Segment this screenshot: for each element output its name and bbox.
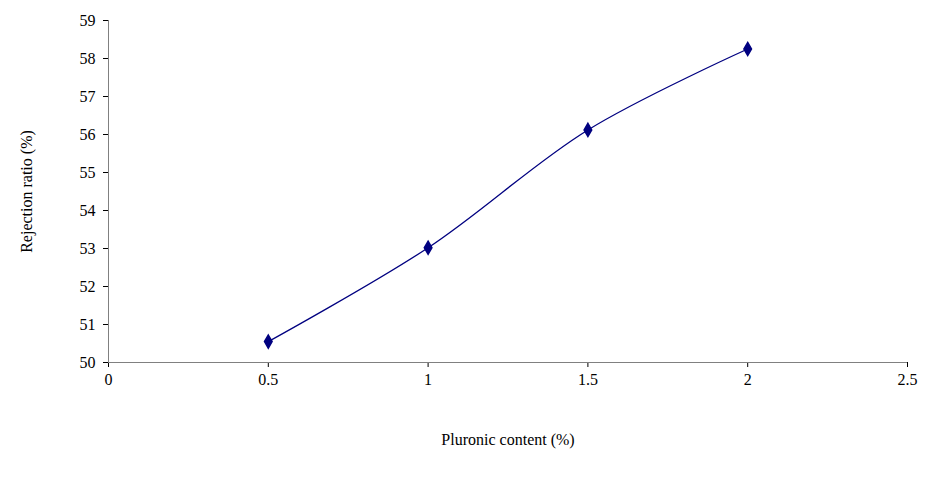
svg-text:53: 53: [80, 240, 96, 257]
svg-text:2.5: 2.5: [898, 371, 918, 388]
svg-text:Rejection ratio (%): Rejection ratio (%): [18, 130, 36, 253]
svg-text:55: 55: [80, 164, 96, 181]
svg-text:58: 58: [80, 50, 96, 67]
svg-text:Pluronic content (%): Pluronic content (%): [441, 431, 574, 449]
svg-text:1.5: 1.5: [578, 371, 598, 388]
svg-text:59: 59: [80, 12, 96, 29]
svg-text:0: 0: [105, 371, 113, 388]
svg-text:56: 56: [80, 126, 96, 143]
svg-text:52: 52: [80, 278, 96, 295]
svg-text:54: 54: [80, 202, 96, 219]
svg-text:50: 50: [80, 354, 96, 371]
svg-text:0.5: 0.5: [258, 371, 278, 388]
svg-text:51: 51: [80, 316, 96, 333]
svg-text:57: 57: [80, 88, 96, 105]
svg-text:1: 1: [424, 371, 432, 388]
svg-text:2: 2: [744, 371, 752, 388]
